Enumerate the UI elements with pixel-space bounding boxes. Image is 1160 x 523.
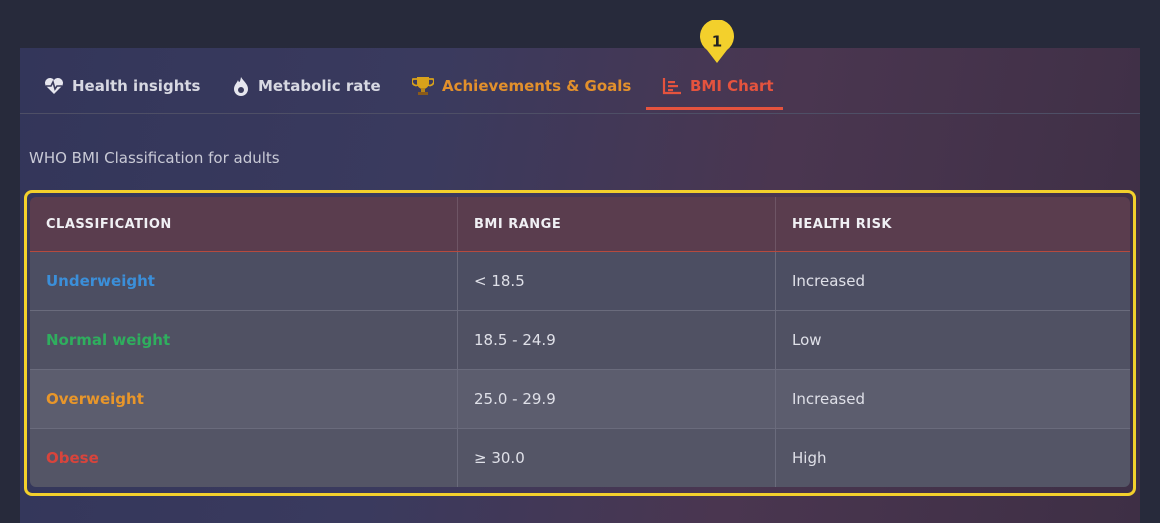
row: Normal weight 18.5 - 24.9 Low xyxy=(30,310,1130,370)
tab[interactable]: Metabolic rate xyxy=(232,74,381,98)
marker-label: 1 xyxy=(712,33,722,51)
step-marker: 1 xyxy=(700,20,734,63)
header-cell: CLASSIFICATION xyxy=(30,197,458,252)
cell: 25.0 - 29.9 xyxy=(457,369,776,429)
cell: Low xyxy=(775,310,1130,370)
highlight-frame: CLASSIFICATION BMI RANGE HEALTH RISK Und… xyxy=(24,190,1136,496)
tab-label: BMI Chart xyxy=(690,77,774,95)
row: Overweight 25.0 - 29.9 Increased xyxy=(30,369,1130,429)
panel: Health insights Metabolic rate Achieveme… xyxy=(20,48,1140,523)
tab[interactable]: Health insights xyxy=(44,74,200,98)
cell: Underweight xyxy=(30,251,458,311)
row: Underweight < 18.5 Increased xyxy=(30,251,1130,311)
cell: 18.5 - 24.9 xyxy=(457,310,776,370)
cell: ≥ 30.0 xyxy=(457,428,776,487)
cell: Increased xyxy=(775,251,1130,311)
tab[interactable]: Achievements & Goals xyxy=(412,74,631,98)
tab-label: Metabolic rate xyxy=(258,77,381,95)
row: Obese ≥ 30.0 High xyxy=(30,428,1130,487)
trophy-icon xyxy=(412,77,434,95)
tab[interactable]: BMI Chart xyxy=(662,74,774,98)
tab-label: Health insights xyxy=(72,77,201,95)
cell: < 18.5 xyxy=(457,251,776,311)
cell: Obese xyxy=(30,428,458,487)
active-tab-indicator xyxy=(646,107,783,110)
tab-bar: Health insights Metabolic rate Achieveme… xyxy=(20,48,1140,114)
subtitle: WHO BMI Classification for adults xyxy=(29,149,280,167)
cell: Overweight xyxy=(30,369,458,429)
heart-icon xyxy=(45,78,63,94)
flame-icon xyxy=(234,77,248,96)
marker-pin xyxy=(700,20,734,63)
header-cell: BMI RANGE xyxy=(457,197,776,252)
cell: Normal weight xyxy=(30,310,458,370)
header-row: CLASSIFICATION BMI RANGE HEALTH RISK xyxy=(30,197,1130,252)
cell: Increased xyxy=(775,369,1130,429)
bmi-table: CLASSIFICATION BMI RANGE HEALTH RISK Und… xyxy=(30,197,1130,487)
chart-icon xyxy=(662,78,681,95)
header-cell: HEALTH RISK xyxy=(775,197,1130,252)
tab-label: Achievements & Goals xyxy=(442,77,632,95)
cell: High xyxy=(775,428,1130,487)
